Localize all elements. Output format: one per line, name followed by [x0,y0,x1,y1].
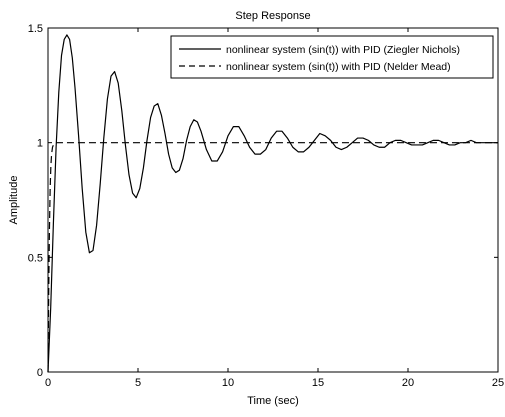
y-tick-label: 0.5 [28,252,43,264]
legend-box [170,35,494,79]
ticks-layer: 0 5 10 15 20 25 0 0.5 1 1.5 [28,23,504,389]
x-tick-label: 20 [402,377,414,389]
series-layer [47,34,498,373]
x-tick-label: 10 [222,377,234,389]
legend-label-ziegler-nichols: nonlinear system (sin(t)) with PID (Zieg… [226,44,460,56]
chart-title: Step Response [235,10,310,22]
x-tick-label: 0 [45,377,51,389]
y-tick-label: 1.5 [28,23,43,35]
plot-border [47,27,499,373]
y-tick-label: 0 [37,367,43,379]
x-tick-label: 25 [492,377,504,389]
series-line-ziegler-nichols [47,34,498,373]
plot-area [47,27,499,373]
y-axis-label: Amplitude [8,176,20,225]
y-tick-label: 1 [37,138,43,150]
x-axis-label: Time (sec) [247,395,299,407]
x-tick-label: 15 [312,377,324,389]
legend: nonlinear system (sin(t)) with PID (Zieg… [170,35,494,79]
series-line-nelder-mead [47,142,498,373]
legend-label-nelder-mead: nonlinear system (sin(t)) with PID (Neld… [226,61,451,73]
x-tick-label: 5 [135,377,141,389]
